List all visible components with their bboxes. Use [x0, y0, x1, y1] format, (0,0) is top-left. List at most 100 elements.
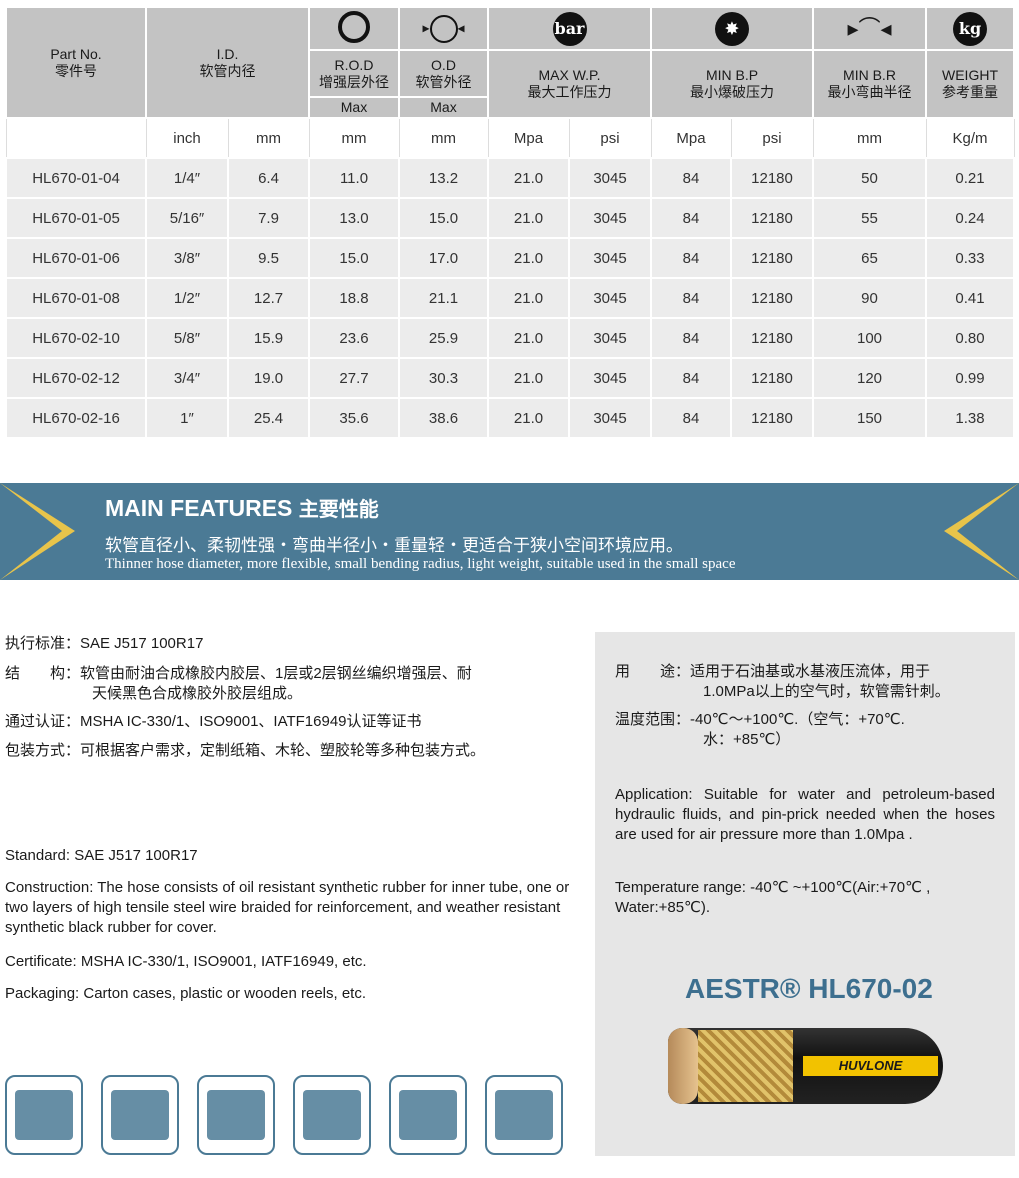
table-cell: 3045 [568, 237, 652, 279]
table-cell: 5/8″ [145, 317, 229, 359]
table-cell: 84 [650, 357, 732, 399]
table-cell: 21.0 [487, 317, 570, 359]
table-cell: 0.99 [925, 357, 1015, 399]
banner-line-en: Thinner hose diameter, more flexible, sm… [105, 556, 736, 572]
table-cell: 12.7 [227, 277, 310, 319]
table-cell: 15.0 [308, 237, 400, 279]
table-cell: 3045 [568, 277, 652, 319]
table-cell: 1″ [145, 397, 229, 439]
table-cell: 84 [650, 317, 732, 359]
mining-truck-icon [197, 1075, 275, 1155]
table-cell: 12180 [730, 277, 814, 319]
table-cell: 12180 [730, 397, 814, 439]
banner-title: MAIN FEATURES 主要性能 [105, 495, 379, 521]
building-icon [389, 1075, 467, 1155]
table-cell: 35.6 [308, 397, 400, 439]
table-cell: HL670-01-06 [5, 237, 147, 279]
table-cell: 21.0 [487, 197, 570, 239]
table-cell: 13.2 [398, 157, 489, 199]
hose-brand-label: HUVLONE [803, 1056, 938, 1076]
table-cell: 84 [650, 397, 732, 439]
loader-icon [101, 1075, 179, 1155]
table-cell: 15.0 [398, 197, 489, 239]
spec-table: Part No. 零件号 I.D. 软管内径 ▸ ◂ bar ✸ ▸⌒◂ kg R.O… [5, 6, 1015, 439]
table-cell: 84 [650, 197, 732, 239]
table-cell: HL670-02-10 [5, 317, 147, 359]
table-cell: 90 [812, 277, 927, 319]
table-cell: 12180 [730, 237, 814, 279]
table-cell: 65 [812, 237, 927, 279]
table-cell: 84 [650, 277, 732, 319]
table-row: HL670-02-12 3/4″ 19.0 27.7 30.3 21.0 3045 84 121… [5, 357, 1015, 399]
rod-header: R.O.D 增强层外径 [308, 49, 400, 98]
table-cell: 21.0 [487, 277, 570, 319]
units-row: inch mm mm mm Mpa psi Mpa psi mm Kg/m [5, 117, 1015, 159]
table-cell: 55 [812, 197, 927, 239]
main-features-banner: MAIN FEATURES 主要性能 软管直径小、柔韧性强・弯曲半径小・重量轻・… [0, 483, 1019, 580]
table-cell: 3045 [568, 317, 652, 359]
wp-header: MAX W.P. 最大工作压力 [487, 49, 652, 119]
table-cell: 1.38 [925, 397, 1015, 439]
table-cell: 6.4 [227, 157, 310, 199]
od-max: Max [398, 96, 489, 119]
table-cell: HL670-01-04 [5, 157, 147, 199]
od-header: O.D 软管外径 [398, 49, 489, 98]
table-cell: 12180 [730, 157, 814, 199]
table-cell: 3045 [568, 397, 652, 439]
table-cell: 0.41 [925, 277, 1015, 319]
table-cell: 21.0 [487, 237, 570, 279]
product-name: AESTR® HL670-02 [685, 973, 933, 1004]
rod-icon [308, 6, 400, 51]
rod-max: Max [308, 96, 400, 119]
table-cell: 21.0 [487, 357, 570, 399]
table-cell: 0.24 [925, 197, 1015, 239]
table-row: HL670-02-16 1″ 25.4 35.6 38.6 21.0 3045 84 12180… [5, 397, 1015, 439]
bar-icon: bar [487, 6, 652, 51]
table-cell: 100 [812, 317, 927, 359]
table-cell: 21.0 [487, 397, 570, 439]
table-cell: 21.1 [398, 277, 489, 319]
table-cell: 0.21 [925, 157, 1015, 199]
table-cell: 120 [812, 357, 927, 399]
table-cell: 25.4 [227, 397, 310, 439]
table-cell: 0.33 [925, 237, 1015, 279]
table-cell: 11.0 [308, 157, 400, 199]
table-cell: 18.8 [308, 277, 400, 319]
table-cell: 1/2″ [145, 277, 229, 319]
table-cell: 5/16″ [145, 197, 229, 239]
table-cell: 3045 [568, 197, 652, 239]
table-cell: 15.9 [227, 317, 310, 359]
table-cell: 50 [812, 157, 927, 199]
table-cell: 30.3 [398, 357, 489, 399]
table-cell: 84 [650, 237, 732, 279]
table-cell: 38.6 [398, 397, 489, 439]
table-cell: 3/4″ [145, 357, 229, 399]
table-cell: 27.7 [308, 357, 400, 399]
table-cell: 12180 [730, 197, 814, 239]
part-no-header: Part No. 零件号 [5, 6, 147, 119]
weight-header: WEIGHT 参考重量 [925, 49, 1015, 119]
burst-icon: ✸ [650, 6, 814, 51]
od-icon: ▸ ◂ [398, 6, 489, 51]
agriculture-tractor-icon [485, 1075, 563, 1155]
table-cell: 23.6 [308, 317, 400, 359]
table-cell: HL670-02-16 [5, 397, 147, 439]
table-cell: 17.0 [398, 237, 489, 279]
table-cell: 12180 [730, 317, 814, 359]
table-row: HL670-02-10 5/8″ 15.9 23.6 25.9 21.0 3045 84 121… [5, 317, 1015, 359]
table-cell: 25.9 [398, 317, 489, 359]
table-cell: 3/8″ [145, 237, 229, 279]
table-row: HL670-01-04 1/4″ 6.4 11.0 13.2 21.0 3045 84 1218… [5, 157, 1015, 199]
hose-image: HUVLONE [668, 1028, 943, 1104]
table-cell: 13.0 [308, 197, 400, 239]
table-cell: HL670-01-05 [5, 197, 147, 239]
kg-icon: kg [925, 6, 1015, 51]
banner-line-cn: 软管直径小、柔韧性强・弯曲半径小・重量轻・更适合于狭小空间环境应用。 [105, 536, 683, 556]
table-cell: 21.0 [487, 157, 570, 199]
table-cell: 7.9 [227, 197, 310, 239]
bp-header: MIN B.P 最小爆破压力 [650, 49, 814, 119]
table-cell: 3045 [568, 357, 652, 399]
ship-crane-icon [293, 1075, 371, 1155]
table-cell: 1/4″ [145, 157, 229, 199]
excavator-icon [5, 1075, 83, 1155]
